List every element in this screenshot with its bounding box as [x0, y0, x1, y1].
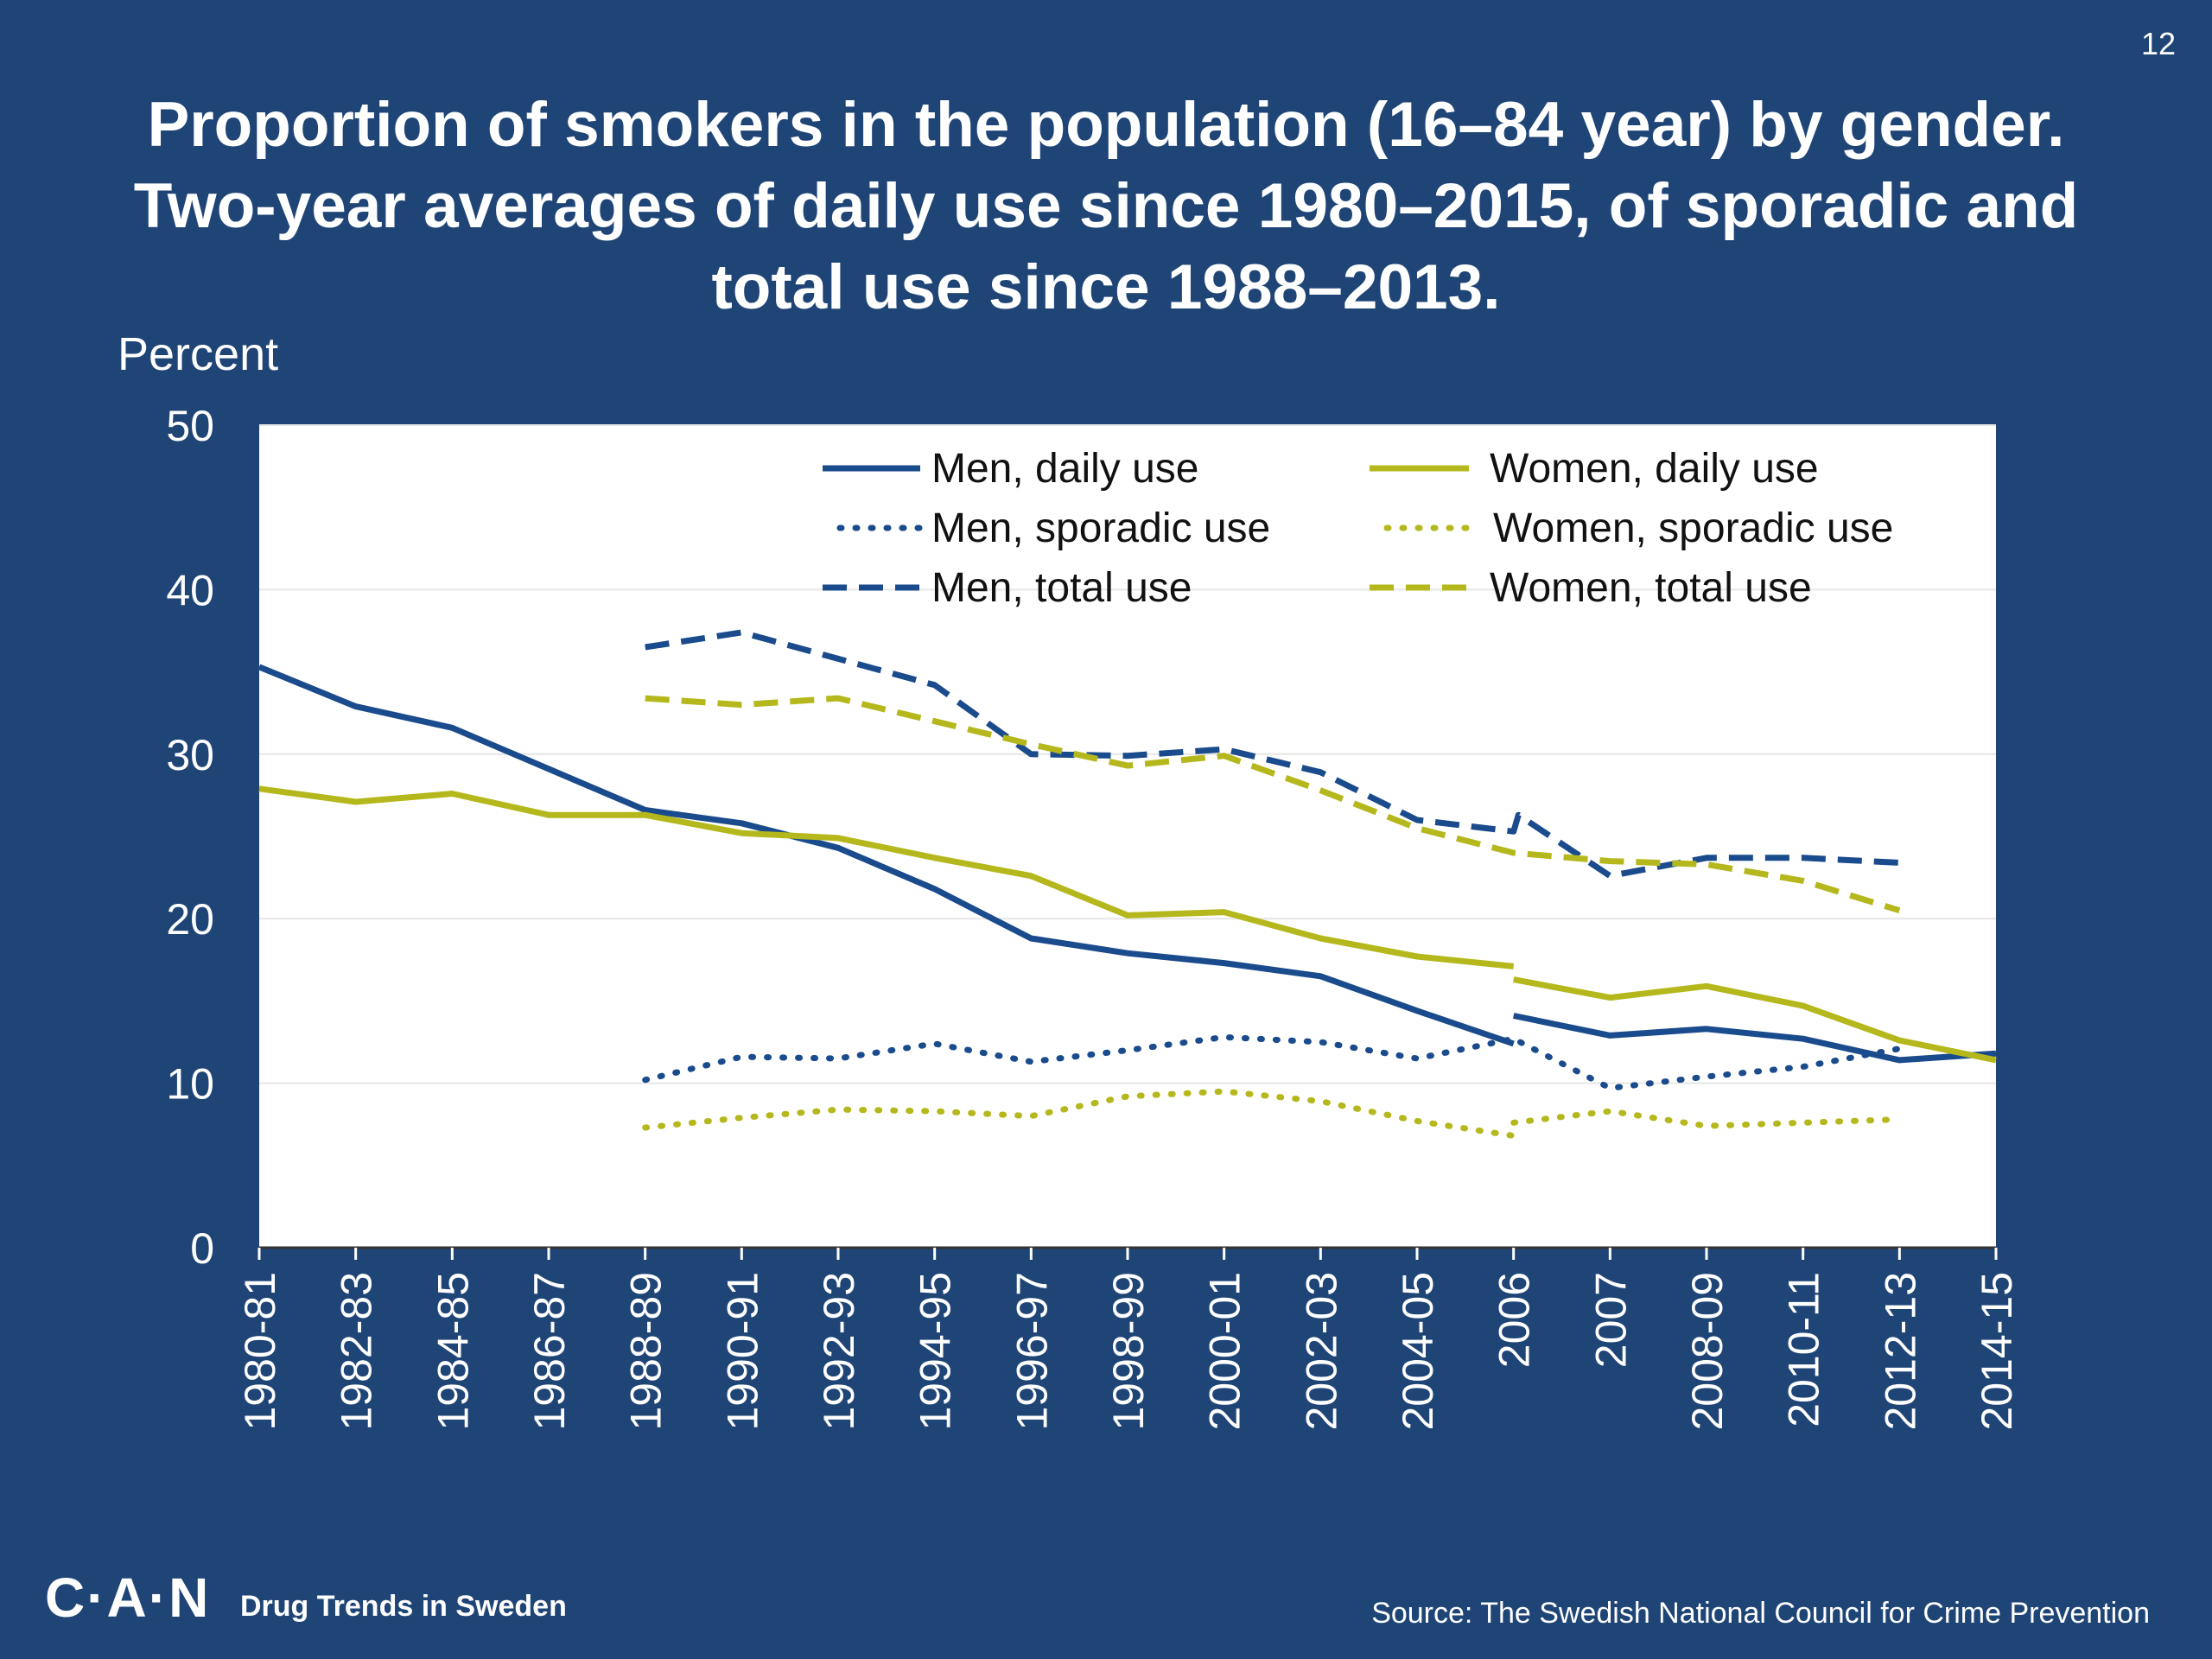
x-tick-label: 2012-13: [1876, 1272, 1924, 1431]
legend-label: Women, total use: [1490, 565, 1812, 611]
legend-label: Men, sporadic use: [931, 505, 1270, 551]
x-tick-label: 1982-83: [333, 1272, 381, 1431]
x-tick-label: 2002-03: [1297, 1272, 1345, 1431]
series-line-women-daily-use: [1513, 976, 1997, 1064]
series-line-men-daily-use: [1512, 1013, 1997, 1064]
can-logo: C·A·N: [45, 1567, 211, 1629]
plot-area: [259, 425, 1996, 1248]
page-number: 12: [2140, 26, 2176, 61]
x-tick-label: 2004-05: [1394, 1272, 1442, 1431]
chart-title-line-2: Two-year averages of daily use since 198…: [133, 171, 2079, 241]
x-tick-label: 2007: [1586, 1272, 1635, 1368]
y-tick-label: 0: [190, 1224, 214, 1273]
legend-label: Women, daily use: [1490, 446, 1819, 492]
series-line-women-total-use: [645, 695, 1901, 914]
chart-title: Proportion of smokers in the population …: [35, 85, 2177, 328]
x-tick-label: 2010-11: [1780, 1272, 1828, 1427]
x-tick-label: 2006: [1491, 1272, 1539, 1368]
x-tick-label: 1990-91: [718, 1272, 766, 1431]
legend-label: Women, sporadic use: [1493, 505, 1893, 551]
x-tick-label: 1984-85: [429, 1272, 477, 1431]
series-line-men-daily-use: [257, 664, 1515, 1047]
series-line-women-daily-use: [258, 785, 1515, 969]
series-line-women-sporadic-use: [642, 1088, 1517, 1139]
y-axis-label: Percent: [118, 328, 278, 380]
y-tick-label: 50: [166, 402, 214, 450]
x-tick-label: 1980-81: [236, 1272, 284, 1431]
x-tick-label: 2014-15: [1973, 1272, 2021, 1431]
legend-label: Men, daily use: [931, 446, 1199, 492]
x-tick-label: 1998-99: [1104, 1272, 1153, 1431]
x-tick-label: 1996-97: [1007, 1272, 1056, 1431]
x-tick-label: 1994-95: [912, 1272, 960, 1431]
y-tick-label: 30: [166, 731, 214, 779]
legend-label: Men, total use: [931, 565, 1192, 611]
chart-title-line-1: Proportion of smokers in the population …: [147, 90, 2065, 160]
x-tick-label: 2000-01: [1201, 1272, 1249, 1431]
y-tick-label: 20: [166, 895, 214, 944]
footer-source: Source: The Swedish National Council for…: [1371, 1597, 2150, 1630]
chart-title-line-3: total use since 1988–2013.: [711, 252, 1501, 322]
x-tick-label: 1986-87: [525, 1272, 574, 1431]
x-tick-label: 1992-93: [815, 1272, 863, 1431]
x-tick-label: 2008-09: [1683, 1272, 1732, 1431]
x-tick-label: 1988-89: [622, 1272, 671, 1431]
y-tick-label: 40: [166, 566, 214, 614]
y-tick-label: 10: [166, 1060, 214, 1109]
series-line-women-sporadic-use: [1510, 1108, 1903, 1129]
footer-tagline: Drug Trends in Sweden: [240, 1590, 567, 1623]
